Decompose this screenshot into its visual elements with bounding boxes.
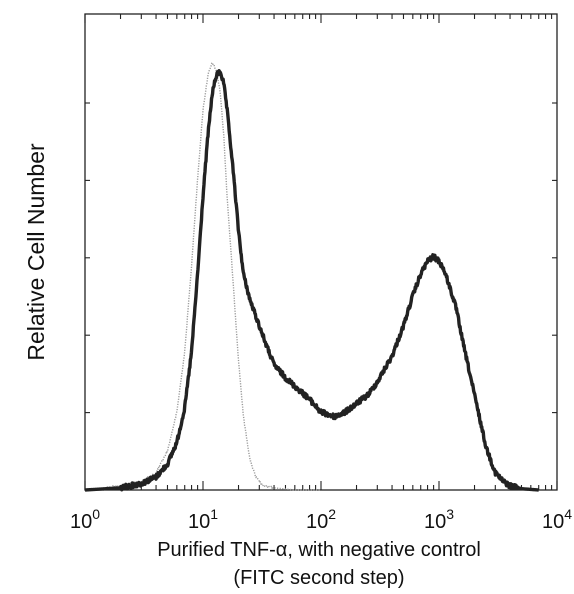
y-axis-label: Relative Cell Number xyxy=(23,143,49,361)
plot-frame xyxy=(84,13,558,491)
x-tick-label: 103 xyxy=(424,506,454,533)
negative-control-histogram-line xyxy=(84,62,322,491)
sample-histogram-line xyxy=(83,68,540,492)
x-tick-label: 104 xyxy=(542,506,572,533)
y-axis-ticks xyxy=(85,102,557,414)
x-axis-ticks xyxy=(84,14,558,490)
x-axis-label-line2: (FITC second step) xyxy=(233,567,404,589)
x-tick-label: 102 xyxy=(306,506,336,533)
series-layer xyxy=(83,62,540,492)
x-axis-tick-labels: 100 101 102 103 104 xyxy=(70,506,572,533)
x-tick-label: 101 xyxy=(188,506,218,533)
x-tick-label: 100 xyxy=(70,506,100,533)
x-axis-label: Purified TNF-α, with negative control xyxy=(157,539,481,561)
